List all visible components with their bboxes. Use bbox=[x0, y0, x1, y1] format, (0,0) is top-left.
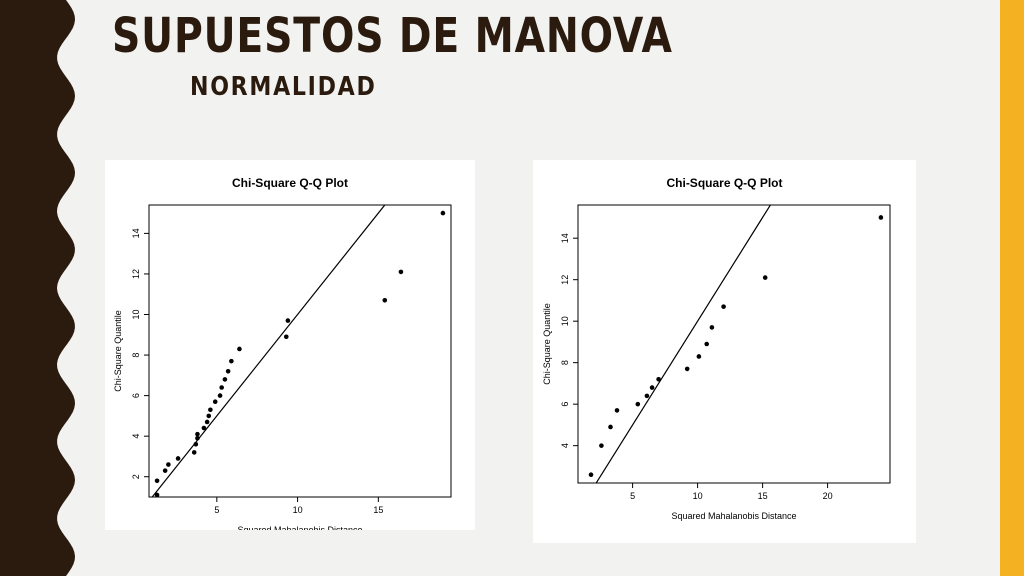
data-point bbox=[195, 435, 200, 441]
data-point bbox=[382, 298, 388, 303]
data-point bbox=[219, 385, 224, 390]
data-point bbox=[206, 413, 212, 419]
data-point bbox=[193, 441, 199, 447]
data-point bbox=[285, 318, 291, 323]
data-point bbox=[878, 215, 884, 220]
data-point bbox=[398, 269, 404, 275]
data-point bbox=[201, 425, 207, 431]
y-tick-label: 12 bbox=[131, 269, 141, 279]
qq-plot-1: Chi-Square Q-Q Plot 5 10 15 2 4 6 8 10 12 14 Square… bbox=[113, 176, 452, 530]
data-point bbox=[704, 341, 709, 347]
x-axis-label: Squared Mahalanobis Distance bbox=[237, 525, 362, 530]
y-tick-label: 4 bbox=[131, 434, 141, 439]
data-point bbox=[154, 492, 160, 498]
plot-frame bbox=[148, 204, 452, 498]
x-tick-label: 5 bbox=[630, 491, 635, 501]
reference-line bbox=[151, 205, 386, 497]
decorative-wavy-band bbox=[0, 0, 75, 576]
data-point bbox=[649, 385, 655, 390]
data-point bbox=[222, 377, 228, 382]
y-axis-label: Chi-Square Quantile bbox=[542, 303, 552, 385]
data-point bbox=[656, 376, 661, 382]
data-point bbox=[635, 401, 641, 407]
data-point bbox=[608, 424, 613, 430]
x-tick-label: 10 bbox=[293, 505, 303, 515]
data-point bbox=[225, 368, 231, 374]
data-point bbox=[154, 478, 160, 484]
wavy-band-shape bbox=[0, 0, 75, 576]
y-tick-label: 14 bbox=[131, 228, 141, 238]
data-point bbox=[644, 393, 650, 399]
y-tick-label: 14 bbox=[560, 233, 570, 243]
y-tick-label: 8 bbox=[560, 360, 570, 365]
y-tick-label: 4 bbox=[560, 443, 570, 448]
x-tick-label: 5 bbox=[214, 505, 219, 515]
data-point bbox=[696, 354, 702, 359]
y-tick-label: 12 bbox=[560, 275, 570, 285]
plot-frame bbox=[577, 204, 891, 484]
x-tick-label: 20 bbox=[823, 491, 833, 501]
accent-band bbox=[1000, 0, 1024, 576]
data-point bbox=[684, 366, 690, 372]
qq-plot-2: Chi-Square Q-Q Plot 5 10 15 20 4 6 8 10 12 14 Squar… bbox=[542, 176, 891, 521]
y-tick-label: 10 bbox=[131, 309, 141, 319]
y-tick-label: 2 bbox=[131, 474, 141, 479]
data-point bbox=[721, 304, 726, 309]
y-tick-label: 6 bbox=[560, 402, 570, 407]
data-point bbox=[175, 456, 181, 461]
data-point bbox=[166, 462, 171, 467]
data-point bbox=[204, 419, 210, 425]
y-tick-label: 8 bbox=[131, 353, 141, 358]
y-tick-label: 10 bbox=[560, 316, 570, 326]
data-point bbox=[237, 346, 242, 352]
data-point bbox=[217, 393, 223, 398]
plot-title: Chi-Square Q-Q Plot bbox=[232, 176, 348, 190]
x-tick-label: 10 bbox=[693, 491, 703, 501]
data-point bbox=[208, 407, 213, 413]
x-tick-label: 15 bbox=[758, 491, 768, 501]
y-axis-label: Chi-Square Quantile bbox=[113, 310, 123, 392]
data-point bbox=[229, 358, 234, 364]
x-axis-label: Squared Mahalanobis Distance bbox=[671, 511, 796, 521]
data-point bbox=[162, 468, 168, 473]
data-point bbox=[283, 334, 289, 340]
data-point bbox=[440, 210, 446, 216]
data-point bbox=[191, 450, 197, 455]
x-tick-label: 15 bbox=[373, 505, 383, 515]
reference-line bbox=[595, 205, 772, 483]
qq-plot-panel-2: Chi-Square Q-Q Plot 5 10 15 20 4 6 8 10 12 14 Squar… bbox=[533, 160, 916, 543]
data-point bbox=[588, 472, 594, 478]
plot-title: Chi-Square Q-Q Plot bbox=[666, 176, 782, 190]
data-point bbox=[762, 275, 768, 280]
slide-subtitle: NORMALIDAD bbox=[190, 72, 377, 102]
data-point bbox=[195, 431, 200, 437]
slide-title: SUPUESTOS DE MANOVA bbox=[112, 8, 673, 64]
y-tick-label: 6 bbox=[131, 393, 141, 398]
data-point bbox=[212, 399, 218, 404]
data-point bbox=[599, 443, 604, 448]
qq-plot-panel-1: Chi-Square Q-Q Plot 5 10 15 2 4 6 8 10 12 14 Square… bbox=[105, 160, 475, 530]
data-point bbox=[614, 408, 620, 413]
data-point bbox=[709, 325, 715, 330]
